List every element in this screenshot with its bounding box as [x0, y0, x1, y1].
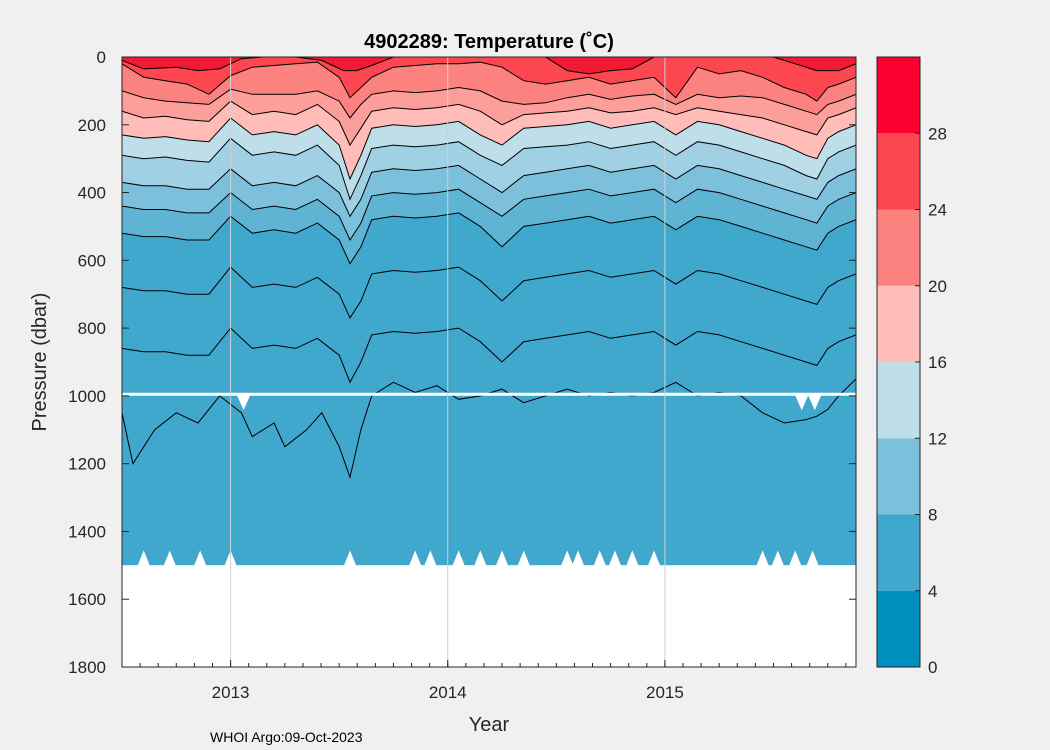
- gap-notch: [807, 394, 822, 411]
- colorbar-tick-label: 8: [928, 506, 937, 525]
- band-10-12: [122, 165, 856, 239]
- colorbar-tick-label: 24: [928, 201, 947, 220]
- isotherm-8c: [122, 212, 856, 265]
- y-tick-label: 1000: [68, 387, 106, 406]
- band-24-28: [122, 57, 856, 101]
- isotherm-14c: [122, 137, 856, 201]
- colorbar: 0 4 8 12 16 20 24 28: [876, 56, 947, 677]
- colorbar-segment: [877, 362, 920, 439]
- x-axis-label: Year: [469, 714, 510, 736]
- isotherm-28c: [122, 57, 856, 75]
- no-data-mask-layer: [122, 392, 856, 667]
- y-tick-label: 800: [78, 319, 106, 338]
- temperature-fill-layer: [122, 57, 856, 566]
- no-data-region: [122, 550, 856, 667]
- isotherm-12c: [122, 164, 856, 218]
- colorbar-tick-label: 16: [928, 353, 947, 372]
- isotherm-4_5c: [122, 378, 856, 479]
- x-tick-label: 2015: [646, 683, 684, 702]
- band-20-24: [122, 62, 856, 118]
- y-axis-label: Pressure (dbar): [29, 293, 51, 432]
- footer-credit: WHOI Argo:09-Oct-2023: [210, 729, 363, 745]
- isotherm-6c: [122, 266, 856, 319]
- grid-lines: [230, 57, 666, 667]
- isotherm-10c: [122, 188, 856, 242]
- isotherm-layer: [122, 57, 856, 479]
- x-tick-label: 2013: [212, 683, 250, 702]
- band-16-18: [122, 102, 856, 178]
- colorbar-tick-label: 28: [928, 124, 947, 143]
- band-12-14: [122, 139, 856, 216]
- colorbar-segment: [877, 514, 920, 591]
- colorbar-segment: [877, 590, 920, 667]
- colorbar-segment: [877, 285, 920, 362]
- isotherm-5c: [122, 327, 856, 384]
- isotherm-20c: [122, 86, 856, 119]
- plot-frame: [121, 56, 857, 668]
- colorbar-segment: [877, 133, 920, 210]
- y-axis: 0 200 400 600 800 1000 1200 1400 1600 1800: [68, 48, 856, 677]
- band-14-16: [122, 119, 856, 198]
- y-tick-label: 600: [78, 251, 106, 270]
- y-tick-label: 1600: [68, 590, 106, 609]
- band-8-10: [122, 189, 856, 263]
- y-tick-label: 400: [78, 184, 106, 203]
- chart-title: 4902289: Temperature (˚C): [364, 30, 614, 53]
- band-above-28: [122, 57, 856, 74]
- y-tick-label: 1200: [68, 455, 106, 474]
- colorbar-tick-label: 4: [928, 582, 937, 601]
- isotherm-16c: [122, 117, 856, 181]
- gap-notch: [794, 394, 809, 411]
- y-tick-label: 0: [97, 48, 106, 67]
- colorbar-tick-label: 20: [928, 277, 947, 296]
- colorbar-tick-label: 0: [928, 658, 937, 677]
- colorbar-segment: [877, 57, 920, 134]
- colorbar-segment: [877, 209, 920, 286]
- band-4-8: [122, 213, 856, 566]
- colorbar-segment: [877, 438, 920, 515]
- gap-notch: [236, 394, 251, 411]
- y-tick-label: 1800: [68, 658, 106, 677]
- y-tick-label: 1400: [68, 522, 106, 541]
- isotherm-18c: [122, 100, 856, 147]
- colorbar-tick-label: 12: [928, 429, 947, 448]
- y-tick-label: 200: [78, 116, 106, 135]
- isotherm-24c: [122, 61, 856, 102]
- x-axis: 2013 2014 2015: [121, 660, 847, 702]
- band-18-20: [122, 87, 856, 145]
- x-tick-label: 2014: [429, 683, 467, 702]
